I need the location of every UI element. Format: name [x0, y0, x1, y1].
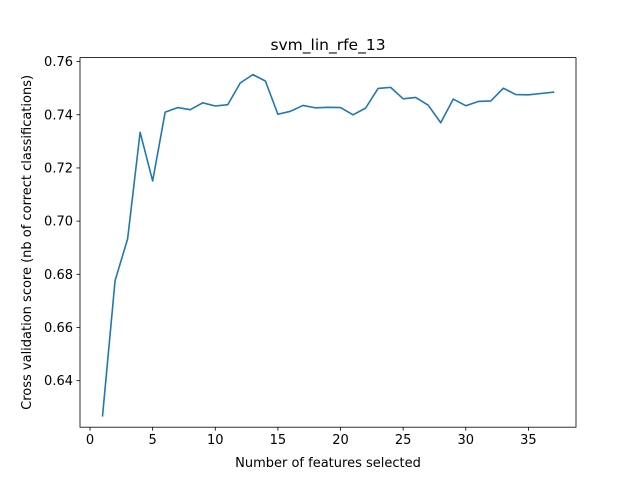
x-tick-label: 35 — [520, 433, 537, 448]
y-tick-label: 0.72 — [44, 161, 73, 176]
chart-title: svm_lin_rfe_13 — [270, 36, 385, 55]
plot-area — [80, 57, 576, 428]
y-tick-label: 0.70 — [44, 215, 73, 230]
x-axis-ticks: 0 5 10 15 20 25 30 35 — [86, 427, 537, 448]
x-tick-label: 0 — [86, 433, 94, 448]
y-axis-ticks: 0.64 0.66 0.68 0.70 0.72 0.74 0.76 — [44, 55, 80, 389]
y-tick-label: 0.64 — [44, 374, 73, 389]
y-tick-label: 0.66 — [44, 321, 73, 336]
y-tick-label: 0.74 — [44, 108, 73, 123]
x-tick-label: 20 — [332, 433, 349, 448]
y-tick-label: 0.76 — [44, 55, 73, 70]
plot-frame — [79, 57, 577, 428]
x-axis-label: Number of features selected — [235, 456, 421, 471]
x-tick-label: 25 — [395, 433, 412, 448]
chart-marks — [101, 73, 555, 417]
y-axis-label: Cross validation score (nb of correct cl… — [20, 75, 35, 410]
x-tick-label: 15 — [270, 433, 287, 448]
x-tick-label: 30 — [458, 433, 475, 448]
x-tick-label: 5 — [149, 433, 157, 448]
series-line — [101, 73, 555, 417]
x-tick-label: 10 — [207, 433, 224, 448]
y-tick-label: 0.68 — [44, 268, 73, 283]
